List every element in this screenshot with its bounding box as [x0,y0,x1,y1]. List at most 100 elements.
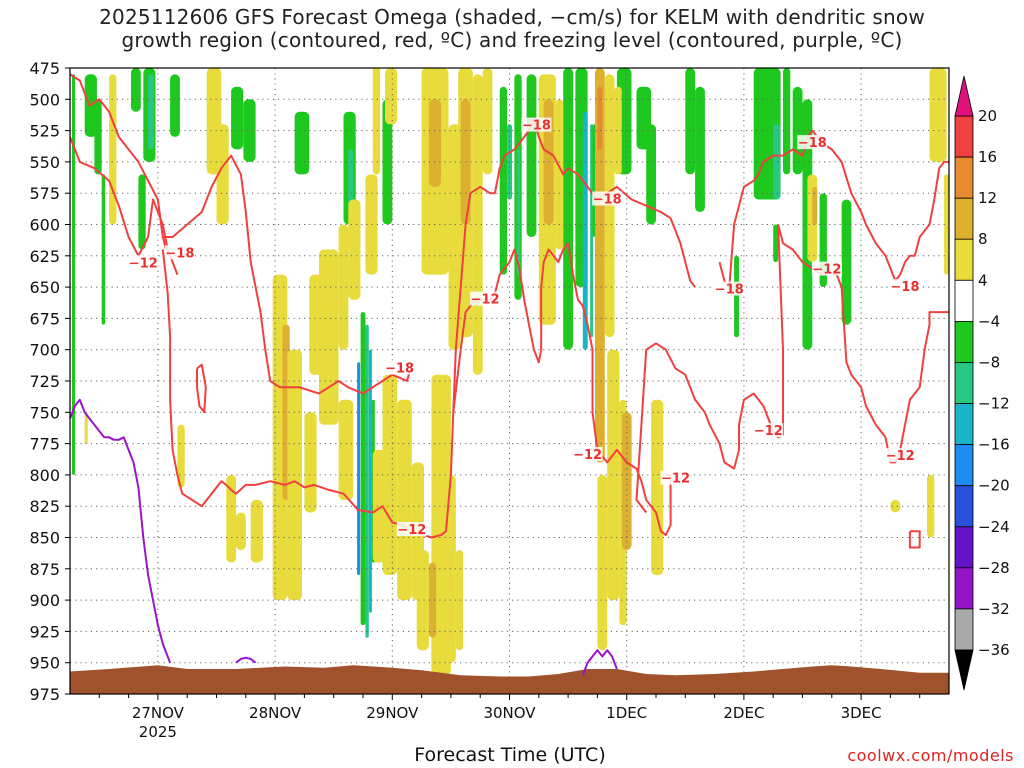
x-tick-label-1dec: 1DEC [606,704,647,722]
y-tick-label-550: 550 [29,153,60,172]
terrain-band [70,665,949,694]
contour-label-bg-5 [521,117,552,132]
omega-patch-2 [94,99,102,175]
contour-label-bg-9 [714,281,745,296]
omega-patch-64 [372,68,381,175]
omega-patch-31 [773,124,781,200]
contour-label-bg-1 [128,255,159,270]
y-tick-label-975: 975 [29,685,60,704]
dgz-18c-contour-far-east [899,160,949,275]
chart-title-line1: 2025112606 GFS Forecast Omega (shaded, −… [99,5,925,29]
omega-patch-97 [84,412,88,444]
colorbar-under-triangle [954,649,974,691]
y-tick-label-950: 950 [29,654,60,673]
dgz-12c-contour-closed-west [196,363,207,414]
contour-label-bg-8 [660,470,691,485]
omega-patch-91 [812,186,818,225]
omega-patch-32 [773,224,779,263]
omega-patch-22 [590,124,594,338]
dgz-18c-contour-south [161,117,696,539]
contour-label-8: −12 [661,472,690,487]
omega-patch-93 [944,174,949,275]
omega-patch-73 [446,474,456,663]
contour-label-10: −12 [754,424,783,439]
y-tick-label-575: 575 [29,184,60,203]
omega-patch-57 [372,449,385,563]
contour-label-bg-4 [470,291,501,306]
colorbar-label-5: −4 [978,312,1000,330]
omega-patch-77 [482,68,493,175]
y-tick-label-675: 675 [29,309,60,328]
contour-label-bg-11 [797,135,828,150]
contour-label-bg-2 [384,360,415,375]
temperature-contours [70,73,949,676]
omega-patch-19 [563,68,573,350]
colorbar-segment-12 [954,608,974,651]
omega-patch-6 [148,74,154,150]
colorbar-segment-8 [954,444,974,487]
omega-patch-8 [170,74,180,137]
contour-label-bg-7 [572,446,603,461]
contour-label-bg-3 [396,522,427,536]
omega-patch-82 [597,86,603,150]
contour-label-6: −18 [593,193,622,208]
dgz-12c-contour-main [162,154,413,395]
omega-patch-39 [360,312,366,626]
x-tick-label-30nov: 30NOV [483,704,536,722]
omega-patch-0 [72,74,75,475]
omega-patch-21 [582,111,588,350]
omega-patch-92 [929,68,947,162]
contour-label-11: −18 [798,136,827,151]
freezing-level-contour-west [70,398,172,664]
y-tick-label-700: 700 [29,341,60,360]
omega-patch-46 [109,74,117,225]
colorbar-label-7: −12 [978,395,1010,413]
colorbar-label-12: −32 [978,600,1010,618]
colorbar-segment-1 [954,156,974,199]
dgz-12c-contour-mid [452,242,672,536]
colorbar-label-3: 8 [978,230,988,248]
omega-patch-30 [783,68,791,175]
contour-label-13: −18 [891,280,920,295]
omega-patch-56 [338,399,354,500]
colorbar-label-10: −24 [978,518,1010,536]
colorbar-segment-5 [954,320,974,363]
colorbar-label-9: −20 [978,477,1010,495]
y-tick-label-475: 475 [29,59,60,78]
omega-patch-13 [348,149,354,212]
y-tick-label-850: 850 [29,529,60,548]
omega-patch-9 [231,86,244,150]
colorbar-label-0: 20 [978,107,997,125]
omega-patch-94 [927,474,935,538]
colorbar-segment-7 [954,403,974,445]
y-tick-label-625: 625 [29,247,60,266]
contour-label-0: −18 [165,246,194,261]
x-tick-label-28nov: 28NOV [249,704,302,722]
omega-patch-88 [597,474,608,651]
y-tick-label-750: 750 [29,403,60,422]
colorbar-label-1: 16 [978,148,997,166]
y-tick-label-925: 925 [29,622,60,641]
omega-patch-67 [428,99,442,187]
y-tick-label-875: 875 [29,560,60,579]
contour-label-9: −18 [715,283,744,298]
colorbar-label-11: −28 [978,559,1010,577]
omega-patch-61 [226,474,237,563]
omega-patch-55 [304,412,317,513]
omega-patch-84 [614,86,622,175]
omega-patch-62 [250,499,263,563]
contour-label-bg-0 [164,245,195,260]
colorbar-segment-6 [954,362,974,404]
omega-patch-81 [595,68,605,463]
chart-title-line2: growth region (contoured, red, ºC) and f… [121,28,903,52]
omega-patch-37 [734,255,739,338]
omega-patch-96 [177,424,185,488]
y-tick-label-825: 825 [29,497,60,516]
omega-patch-4 [131,68,141,112]
y-tick-label-525: 525 [29,122,60,141]
contour-label-4: −12 [471,293,500,308]
omega-patch-65 [385,68,398,125]
y-tick-label-500: 500 [29,90,60,109]
